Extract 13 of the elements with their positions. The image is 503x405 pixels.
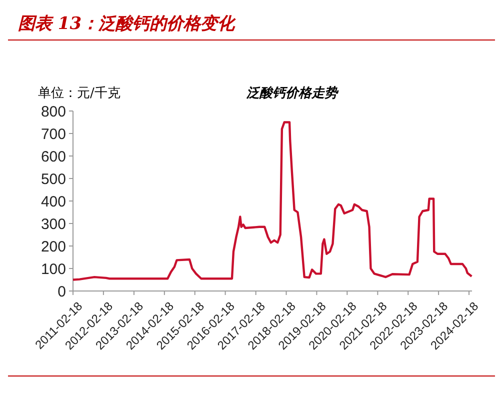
chart-subtitle: 泛酸钙价格走势 (246, 85, 340, 101)
y-tick-label: 600 (40, 148, 66, 166)
y-tick-label: 700 (40, 126, 66, 143)
y-tick-label: 500 (40, 170, 66, 188)
chart-title: 图表 13：泛酸钙的价格变化 (18, 14, 237, 34)
y-tick-label: 300 (40, 216, 66, 233)
line-series (72, 121, 473, 281)
y-tick-label: 400 (40, 193, 66, 210)
y-tick-label: 200 (40, 238, 66, 256)
y-tick-label: 100 (40, 260, 66, 278)
y-tick-label: 800 (40, 103, 66, 120)
y-axis-title: 单位：元/千克 (38, 86, 120, 101)
y-tick-label: 0 (58, 283, 66, 300)
